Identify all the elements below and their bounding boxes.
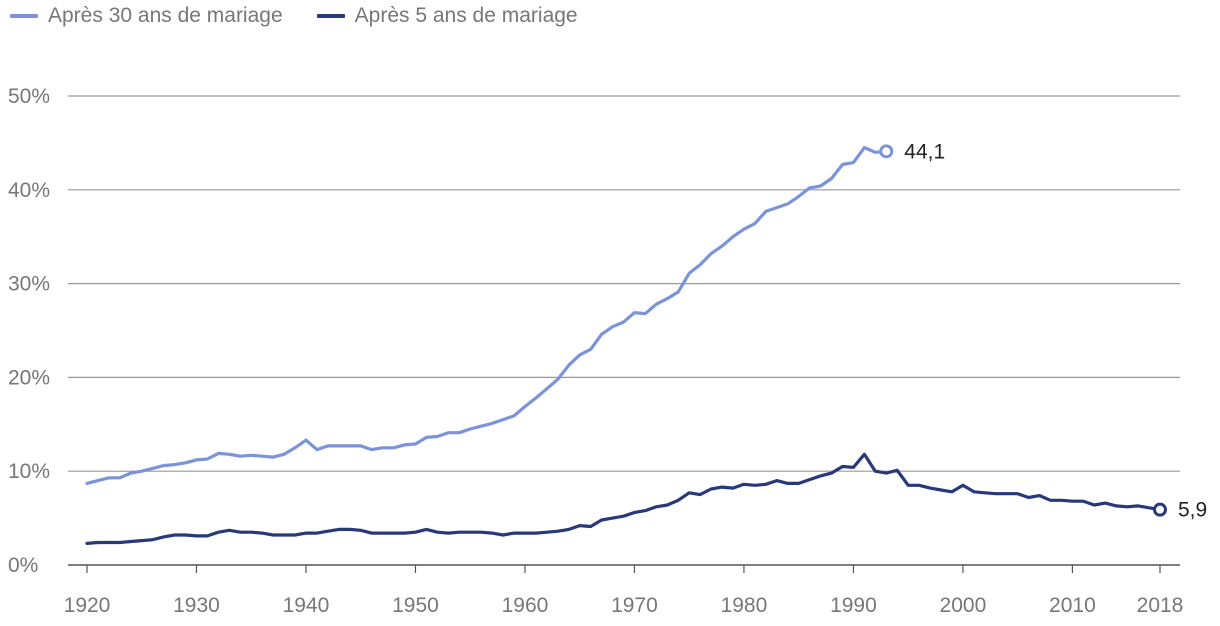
legend-swatch-5-ans <box>316 14 345 18</box>
legend-item-30-ans[interactable]: Après 30 ans de mariage <box>10 4 283 28</box>
legend: Après 30 ans de mariage Après 5 ans de m… <box>10 4 578 28</box>
x-tick-label: 1950 <box>392 594 439 617</box>
legend-label-5-ans: Après 5 ans de mariage <box>354 4 578 27</box>
x-tick-label: 1920 <box>64 594 111 617</box>
end-point-marker-30-ans[interactable] <box>879 144 894 159</box>
end-value-label-30-ans: 44,1 <box>904 140 945 163</box>
x-tick-label: 1980 <box>721 594 768 617</box>
legend-label-30-ans: Après 30 ans de mariage <box>48 4 283 27</box>
series-line-30-ans <box>85 146 888 485</box>
x-tick-label: 1930 <box>173 594 220 617</box>
y-tick-label: 0% <box>8 554 38 577</box>
y-tick-label: 10% <box>8 460 50 483</box>
series-line-5-ans <box>85 452 1162 546</box>
end-value-label-5-ans: 5,9 <box>1178 499 1207 522</box>
legend-item-5-ans[interactable]: Après 5 ans de mariage <box>316 4 578 28</box>
x-tick-label: 1960 <box>502 594 549 617</box>
x-tick-label: 1970 <box>611 594 658 617</box>
x-tick-label: 2000 <box>940 594 987 617</box>
y-tick-label: 50% <box>8 85 50 108</box>
x-tick-label: 1990 <box>830 594 877 617</box>
x-tick-label: 2018 <box>1137 594 1184 617</box>
legend-swatch-30-ans <box>10 14 38 18</box>
end-point-marker-5-ans[interactable] <box>1153 502 1167 517</box>
y-tick-label: 30% <box>8 273 50 296</box>
x-tick-label: 2010 <box>1049 594 1096 617</box>
x-tick-label: 1940 <box>283 594 330 617</box>
y-tick-label: 40% <box>8 179 50 202</box>
y-tick-label: 20% <box>8 366 50 389</box>
